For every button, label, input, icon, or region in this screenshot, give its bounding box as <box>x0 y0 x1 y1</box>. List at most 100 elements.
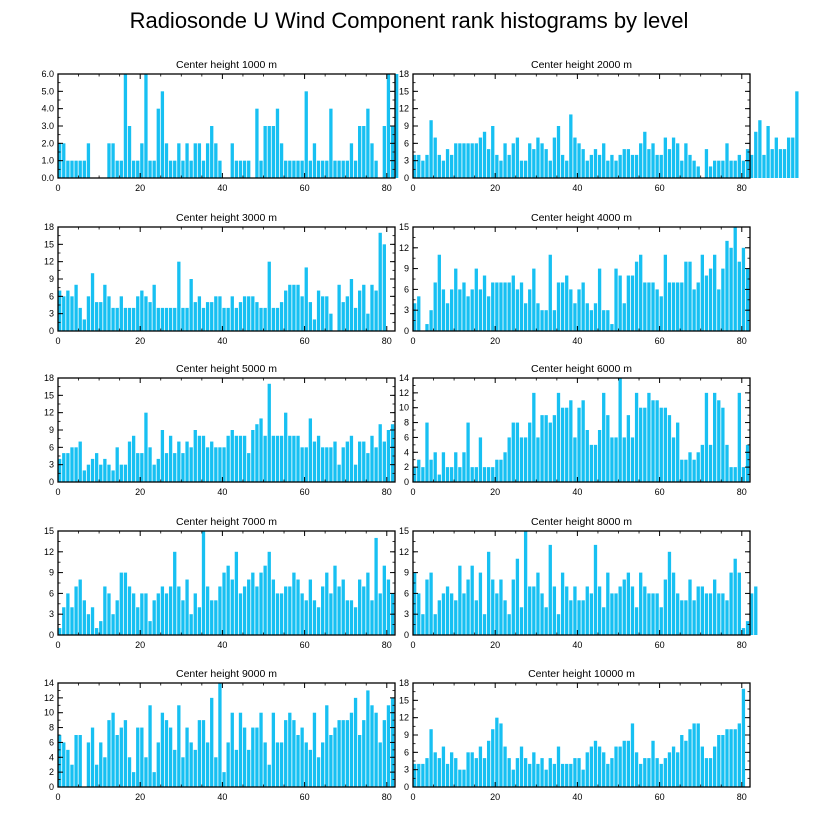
bar <box>696 723 700 787</box>
bar <box>630 586 635 635</box>
bar <box>288 586 292 635</box>
bar <box>671 282 676 331</box>
bar <box>230 143 234 178</box>
x-tick-label: 40 <box>572 336 582 346</box>
bar <box>345 600 349 635</box>
x-tick-label: 0 <box>55 183 60 193</box>
bar <box>556 614 561 635</box>
bar <box>201 160 206 178</box>
bar <box>585 752 589 787</box>
bar <box>222 447 226 482</box>
bar <box>140 453 144 482</box>
bar <box>123 307 128 331</box>
y-tick-label: 1.0 <box>41 156 54 166</box>
bar <box>618 746 622 787</box>
bar <box>205 302 210 331</box>
bar <box>692 723 696 787</box>
bar <box>643 758 647 787</box>
y-tick-label: 14 <box>44 678 54 688</box>
bar <box>70 607 74 635</box>
bar <box>78 160 82 178</box>
bar <box>713 746 717 787</box>
bar <box>234 749 239 787</box>
bar <box>786 137 791 178</box>
bar <box>606 310 610 331</box>
bar <box>659 407 663 482</box>
bar <box>358 579 362 635</box>
bar <box>482 758 487 787</box>
bar <box>279 435 284 482</box>
y-tick-label: 6 <box>404 747 409 757</box>
bar <box>185 727 189 787</box>
bar <box>370 435 374 482</box>
bar <box>267 383 271 482</box>
bar <box>94 453 99 482</box>
bar <box>103 586 107 635</box>
bar <box>618 586 622 635</box>
panel-8: Center height 8000 m 0 3 6 9 12 15 0 20 40 60 80 <box>399 516 758 650</box>
bar <box>417 296 421 331</box>
bar <box>131 772 136 787</box>
bar <box>296 284 300 331</box>
bar <box>140 143 144 178</box>
bar <box>478 437 483 482</box>
x-tick-label: 80 <box>382 792 392 802</box>
bar <box>74 586 78 635</box>
bar <box>353 697 358 787</box>
bar <box>433 137 437 178</box>
bar <box>107 464 111 482</box>
bar <box>345 160 349 178</box>
bar <box>201 435 206 482</box>
bar <box>226 307 230 331</box>
bar <box>589 593 594 635</box>
bar <box>181 307 185 331</box>
bar <box>663 579 668 635</box>
bar <box>210 302 214 331</box>
bar <box>737 572 741 635</box>
bar <box>136 160 140 178</box>
bar <box>482 275 487 331</box>
bar <box>602 607 606 635</box>
bar <box>770 149 774 178</box>
bar <box>503 282 507 331</box>
bar <box>729 467 733 482</box>
bar <box>684 600 688 635</box>
panel-title: Center height 9000 m <box>176 668 277 680</box>
bar <box>263 565 267 635</box>
bar <box>111 470 115 482</box>
bar <box>148 621 152 635</box>
panel-1: Center height 1000 m 0.0 1.0 2.0 3.0 4.0 5.0 6.… <box>41 59 399 193</box>
bar <box>569 289 573 331</box>
bar <box>491 467 495 482</box>
bar <box>259 712 263 787</box>
bar <box>205 586 210 635</box>
bar <box>651 593 655 635</box>
bar <box>606 572 610 635</box>
bar <box>507 437 511 482</box>
bar <box>495 459 499 482</box>
bar <box>515 558 520 635</box>
bar <box>263 435 267 482</box>
x-tick-label: 20 <box>490 792 500 802</box>
bar <box>651 282 655 331</box>
bar <box>238 593 243 635</box>
y-tick-label: 15 <box>399 695 409 705</box>
bar <box>378 232 382 331</box>
bar <box>704 758 709 787</box>
bar <box>449 593 454 635</box>
bar <box>482 131 487 178</box>
bar <box>86 296 91 331</box>
bar <box>692 160 696 178</box>
bar <box>58 290 62 331</box>
bar <box>585 160 589 178</box>
bar <box>316 757 321 787</box>
bar <box>234 435 239 482</box>
bar <box>491 579 495 635</box>
bar <box>425 324 429 331</box>
bar <box>495 282 499 331</box>
bar <box>177 586 181 635</box>
y-tick-label: 15 <box>44 526 54 536</box>
bar <box>577 600 581 635</box>
bar <box>523 758 528 787</box>
bar <box>454 758 458 787</box>
